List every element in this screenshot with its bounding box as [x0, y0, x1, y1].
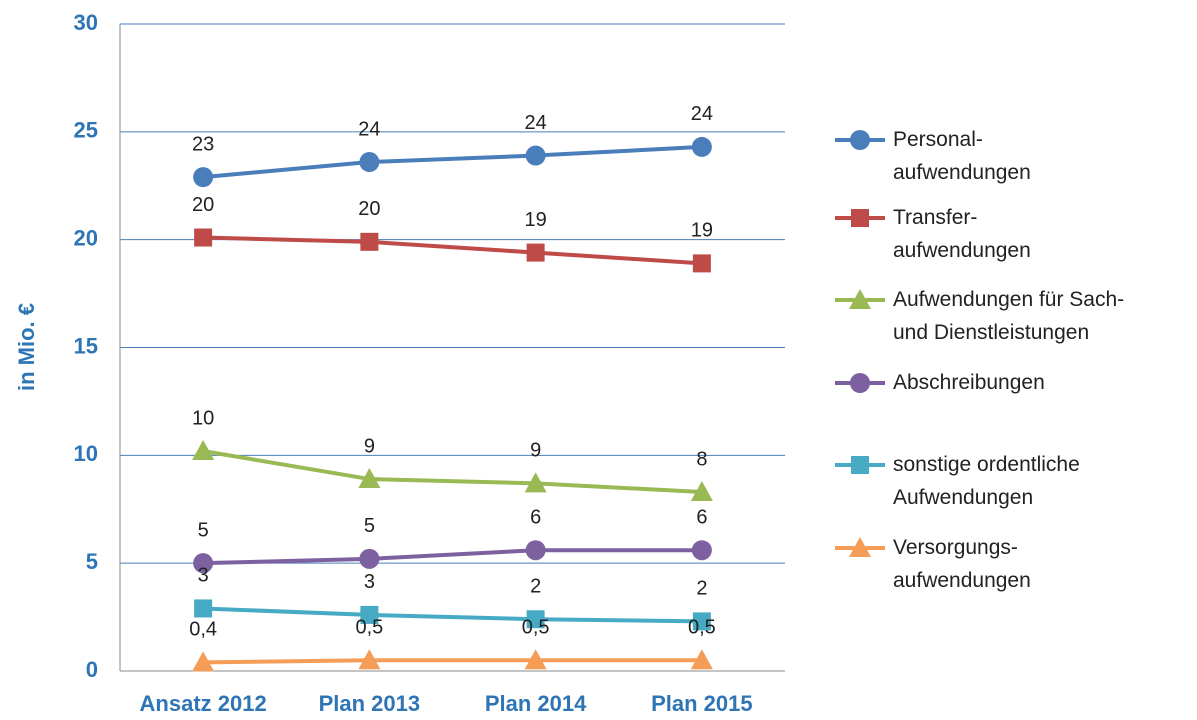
point	[358, 649, 381, 670]
point	[360, 605, 379, 624]
point	[692, 612, 711, 631]
point	[526, 243, 545, 262]
y-tick-label: 5	[86, 549, 98, 574]
value-label: 0,4	[189, 619, 217, 641]
point	[359, 152, 380, 173]
legend-label: sonstige ordentliche Aufwendungen	[893, 453, 1080, 509]
value-label: 20	[192, 194, 214, 216]
point	[690, 480, 713, 501]
point	[360, 232, 379, 251]
series-line	[202, 449, 702, 494]
value-label: 20	[358, 198, 380, 220]
y-tick-label: 0	[86, 657, 98, 682]
value-label: 19	[525, 209, 547, 231]
legend-label: Abschreibungen	[893, 371, 1045, 394]
value-label: 2	[696, 578, 707, 600]
y-tick-label: 10	[74, 441, 98, 466]
legend-label: Personal- aufwendungen	[893, 128, 1031, 184]
x-tick-label: Plan 2013	[319, 691, 421, 716]
point	[524, 649, 547, 670]
point	[193, 167, 214, 188]
value-label: 9	[530, 440, 541, 462]
value-label: 10	[192, 407, 214, 429]
value-label: 0,5	[688, 616, 716, 638]
value-label: 23	[192, 133, 214, 155]
point	[692, 254, 711, 273]
series-line	[203, 606, 702, 624]
point	[194, 228, 213, 247]
point	[192, 440, 215, 461]
point	[359, 548, 380, 569]
legend-marker	[851, 209, 869, 227]
series-line	[203, 548, 702, 566]
value-label: 3	[364, 571, 375, 593]
point	[691, 540, 712, 561]
point	[524, 472, 547, 493]
value-label: 8	[696, 448, 707, 470]
value-label: 24	[691, 103, 713, 125]
y-axis-label: in Mio. €	[14, 303, 39, 391]
x-tick-label: Plan 2014	[485, 691, 587, 716]
point	[525, 540, 546, 561]
legend-marker	[849, 289, 871, 309]
series-line	[202, 144, 702, 180]
legend-marker	[851, 456, 869, 474]
value-label: 5	[364, 515, 375, 537]
value-label: 19	[691, 220, 713, 242]
legend-label: Transfer- aufwendungen	[893, 206, 1031, 262]
point	[358, 468, 381, 489]
point	[193, 553, 214, 574]
legend-marker	[850, 373, 870, 393]
value-label: 3	[198, 565, 209, 587]
point	[525, 145, 546, 166]
value-label: 5	[198, 519, 209, 541]
legend-marker	[850, 130, 870, 150]
value-label: 6	[696, 507, 707, 529]
legend-label: Aufwendungen für Sach- und Dienstleistun…	[893, 288, 1125, 344]
point	[192, 651, 215, 672]
y-tick-label: 25	[74, 118, 98, 143]
value-label: 9	[364, 435, 375, 457]
value-label: 0,5	[355, 616, 383, 638]
x-tick-label: Plan 2015	[651, 691, 753, 716]
y-tick-label: 15	[74, 333, 98, 358]
y-tick-label: 30	[74, 10, 98, 35]
value-label: 24	[358, 118, 380, 140]
value-label: 6	[530, 507, 541, 529]
value-label: 24	[525, 112, 547, 134]
y-tick-label: 20	[74, 225, 98, 250]
point	[194, 599, 213, 618]
series-line	[203, 658, 702, 665]
series-line	[203, 235, 703, 266]
legend-label: Versorgungs- aufwendungen	[893, 536, 1031, 592]
point	[691, 136, 712, 157]
value-label: 0,5	[522, 616, 550, 638]
value-label: 2	[530, 576, 541, 598]
legend-marker	[849, 537, 871, 557]
x-tick-label: Ansatz 2012	[140, 691, 267, 716]
point	[690, 649, 713, 670]
point	[526, 610, 545, 629]
